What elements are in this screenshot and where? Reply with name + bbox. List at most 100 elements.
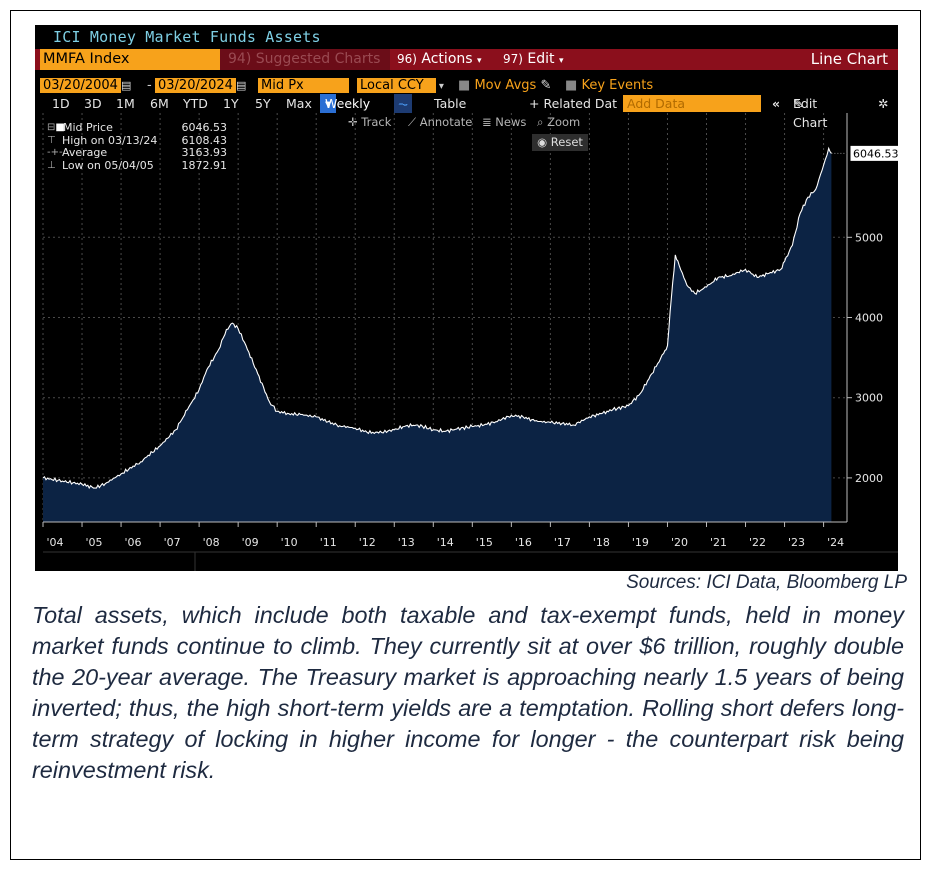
caption-text: Total assets, which include both taxable…	[32, 602, 904, 783]
calendar-icon[interactable]: ▤	[120, 79, 132, 92]
line-chart-icon[interactable]: ⏦	[394, 94, 413, 113]
bloomberg-terminal-chart: 2000 3000 4000 5000 '04 '05 '06 '07 '08 '09 '10 '11…	[35, 25, 898, 571]
end-date-value: 03/20/2024	[155, 78, 236, 93]
x-tick-label: '08	[203, 536, 220, 549]
x-tick-label: '07	[164, 536, 181, 549]
edit-label: Edit	[527, 51, 555, 67]
chevron-down-icon: ▾	[558, 56, 564, 66]
high-marker-icon: ⊤	[47, 134, 56, 146]
pencil-icon: ✎	[793, 96, 804, 111]
period-1d[interactable]: 1D	[52, 96, 70, 111]
annotate-icon: ⟋	[408, 115, 420, 129]
chevron-down-icon: ▾	[435, 81, 444, 92]
period-ytd[interactable]: YTD	[183, 96, 208, 111]
end-date-field[interactable]: 03/20/2024 ▤	[155, 77, 246, 94]
x-tick-label: '04	[46, 536, 63, 549]
edit-menu[interactable]: 97) Edit ▾	[503, 49, 564, 70]
frequency-select[interactable]: Weekly ▾	[320, 94, 370, 113]
last-value-box	[849, 144, 898, 162]
annotate-tool[interactable]: ⟋ Annotate	[408, 115, 472, 131]
news-label: News	[495, 115, 527, 129]
reset-label: Reset	[550, 135, 583, 149]
track-label: Track	[361, 115, 392, 129]
radio-icon: ◉	[537, 135, 551, 149]
mov-avgs-toggle[interactable]: ■ Mov Avgs ✎	[458, 77, 551, 94]
news-icon: ≣	[482, 115, 496, 129]
actions-label: Actions	[421, 51, 473, 67]
series-line	[42, 146, 832, 490]
low-marker-icon: ⊥	[47, 159, 56, 171]
chevron-down-icon: ▾	[477, 56, 482, 66]
period-5y[interactable]: 5Y	[255, 96, 271, 111]
last-value-label: 6046.53	[853, 147, 898, 160]
legend-label: High on 03/13/24	[62, 133, 158, 147]
y-tick-label: 4000	[855, 312, 883, 325]
currency-select[interactable]: Local CCY ▾	[357, 77, 444, 94]
calendar-icon[interactable]: ▤	[235, 79, 247, 92]
track-tool[interactable]: ✛ Track	[348, 115, 391, 131]
legend-label: Low on 05/04/05	[62, 158, 154, 172]
y-tick-label: 3000	[855, 392, 883, 405]
zoom-label: Zoom	[547, 115, 581, 129]
chart-axes: 2000 3000 4000 5000 '04 '05 '06 '07 '08 '09 '10 '11…	[42, 113, 898, 571]
annotate-label: Annotate	[419, 115, 473, 129]
checkbox-icon[interactable]: ■	[458, 78, 471, 93]
x-tick-label: '15	[476, 536, 493, 549]
search-icon: ⌕	[537, 115, 548, 129]
legend-row-high: ⊤ High on 03/13/24 6108.43	[47, 133, 227, 148]
x-tick-label: '20	[671, 536, 688, 549]
x-tick-label: '09	[242, 536, 259, 549]
period-6m[interactable]: 6M	[150, 96, 169, 111]
edit-number: 97)	[503, 52, 523, 66]
x-tick-label: '24	[827, 536, 844, 549]
checkbox-icon[interactable]: ■	[565, 78, 578, 93]
legend-swatch-icon: ⊟■	[47, 122, 65, 133]
suggested-charts-button[interactable]: 94) Suggested Charts	[220, 49, 390, 70]
add-data-input[interactable]: Add Data	[623, 95, 761, 112]
mov-avgs-label: Mov Avgs	[474, 78, 537, 93]
legend-value: 1872.91	[181, 158, 228, 172]
news-tool[interactable]: ≣ News	[482, 115, 526, 131]
x-tick-label: '10	[281, 536, 298, 549]
gear-icon[interactable]: ✲	[878, 96, 889, 111]
ticker-field[interactable]: MMFA Index	[40, 49, 220, 70]
x-tick-label: '17	[554, 536, 571, 549]
x-tick-label: '05	[86, 536, 103, 549]
legend-value: 6046.53	[181, 121, 228, 134]
price-field-select[interactable]: Mid Px	[258, 77, 349, 94]
chart-legend: ⊟■ Mid Price 6046.53 ⊤ High on 03/13/24 6108…	[47, 121, 228, 172]
x-tick-label: '12	[359, 536, 376, 549]
period-1m[interactable]: 1M	[116, 96, 135, 111]
pencil-icon[interactable]: ✎	[540, 78, 552, 93]
frequency-value: Weekly	[325, 96, 371, 111]
period-max[interactable]: Max	[286, 96, 312, 111]
x-tick-label: '22	[749, 536, 766, 549]
price-field-value: Mid Px	[258, 78, 349, 93]
start-date-value: 03/20/2004	[40, 78, 121, 93]
chart-title: ICI Money Market Funds Assets	[53, 28, 321, 46]
x-tick-label: '13	[398, 536, 415, 549]
key-events-label: Key Events	[581, 78, 654, 93]
legend-value: 3163.93	[181, 146, 228, 159]
series-area	[43, 148, 832, 522]
y-tick-label: 5000	[855, 231, 883, 244]
x-tick-label: '14	[437, 536, 454, 549]
related-data-button[interactable]: + Related Dat	[529, 96, 618, 111]
table-button[interactable]: Table	[434, 96, 467, 111]
chart-type-label[interactable]: Line Chart	[810, 50, 888, 68]
actions-menu[interactable]: 96) Actions ▾	[397, 49, 482, 70]
start-date-field[interactable]: 03/20/2004 ▤	[40, 77, 131, 94]
period-3d[interactable]: 3D	[84, 96, 102, 111]
key-events-toggle[interactable]: ■ Key Events	[565, 77, 653, 94]
period-1y[interactable]: 1Y	[223, 96, 239, 111]
average-marker-icon: -+-	[47, 147, 63, 158]
y-tick-label: 2000	[855, 472, 883, 485]
x-tick-label: '11	[320, 536, 337, 549]
x-tick-label: '19	[632, 536, 649, 549]
legend-row-mid: ⊟■ Mid Price 6046.53	[47, 121, 228, 135]
zoom-tool[interactable]: ⌕ Zoom	[537, 115, 580, 131]
reset-button[interactable]: ◉ Reset	[532, 134, 588, 151]
x-tick-label: '23	[788, 536, 805, 549]
currency-value: Local CCY	[357, 78, 436, 93]
collapse-icon[interactable]: «	[772, 96, 781, 111]
